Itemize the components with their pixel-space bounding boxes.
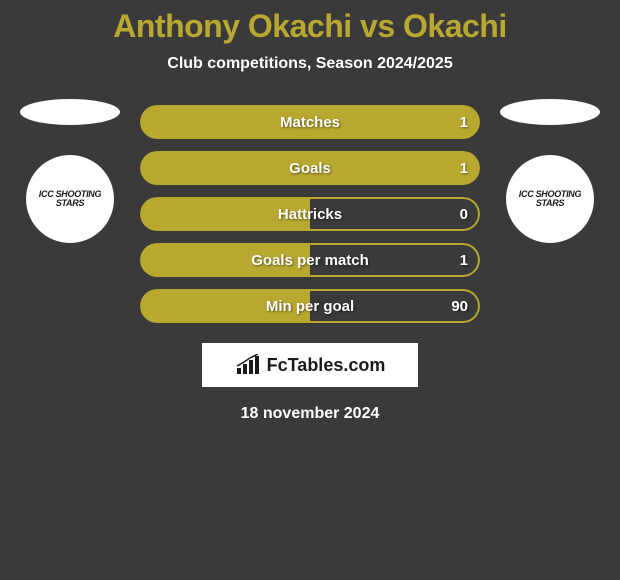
left-club-name: ICC SHOOTING STARS: [26, 190, 114, 208]
stat-value-right: 1: [460, 252, 468, 269]
left-player-avatar-placeholder: [20, 99, 120, 125]
stat-label: Goals per match: [251, 252, 369, 269]
comparison-card: Anthony Okachi vs Okachi Club competitio…: [0, 0, 620, 423]
right-player-column: ICC SHOOTING STARS: [490, 99, 610, 243]
left-player-column: ICC SHOOTING STARS: [10, 99, 130, 243]
stat-label: Hattricks: [278, 206, 342, 223]
stats-column: Matches 1 Goals 1 Hattricks 0 Goals per match 1…: [140, 105, 480, 335]
stat-value-right: 1: [460, 114, 468, 131]
stat-row: Matches 1: [140, 105, 480, 139]
page-subtitle: Club competitions, Season 2024/2025: [0, 55, 620, 73]
stat-right-fill: [310, 151, 480, 185]
page-title: Anthony Okachi vs Okachi: [0, 8, 620, 45]
stat-left-fill: [140, 151, 310, 185]
stat-row: Goals 1: [140, 151, 480, 185]
stat-value-right: 0: [460, 206, 468, 223]
right-player-avatar-placeholder: [500, 99, 600, 125]
comparison-area: ICC SHOOTING STARS ICC SHOOTING STARS Ma…: [0, 105, 620, 325]
stat-row: Min per goal 90: [140, 289, 480, 323]
stat-row: Goals per match 1: [140, 243, 480, 277]
chart-icon: [235, 354, 261, 376]
stat-label: Goals: [289, 160, 331, 177]
left-club-badge: ICC SHOOTING STARS: [26, 155, 114, 243]
stat-row: Hattricks 0: [140, 197, 480, 231]
brand-name: FcTables.com: [267, 355, 386, 376]
right-club-name: ICC SHOOTING STARS: [506, 190, 594, 208]
footer-date: 18 november 2024: [0, 405, 620, 423]
stat-value-right: 90: [451, 298, 468, 315]
stat-label: Matches: [280, 114, 340, 131]
stat-label: Min per goal: [266, 298, 354, 315]
stat-value-right: 1: [460, 160, 468, 177]
right-club-badge: ICC SHOOTING STARS: [506, 155, 594, 243]
brand-badge[interactable]: FcTables.com: [202, 343, 418, 387]
